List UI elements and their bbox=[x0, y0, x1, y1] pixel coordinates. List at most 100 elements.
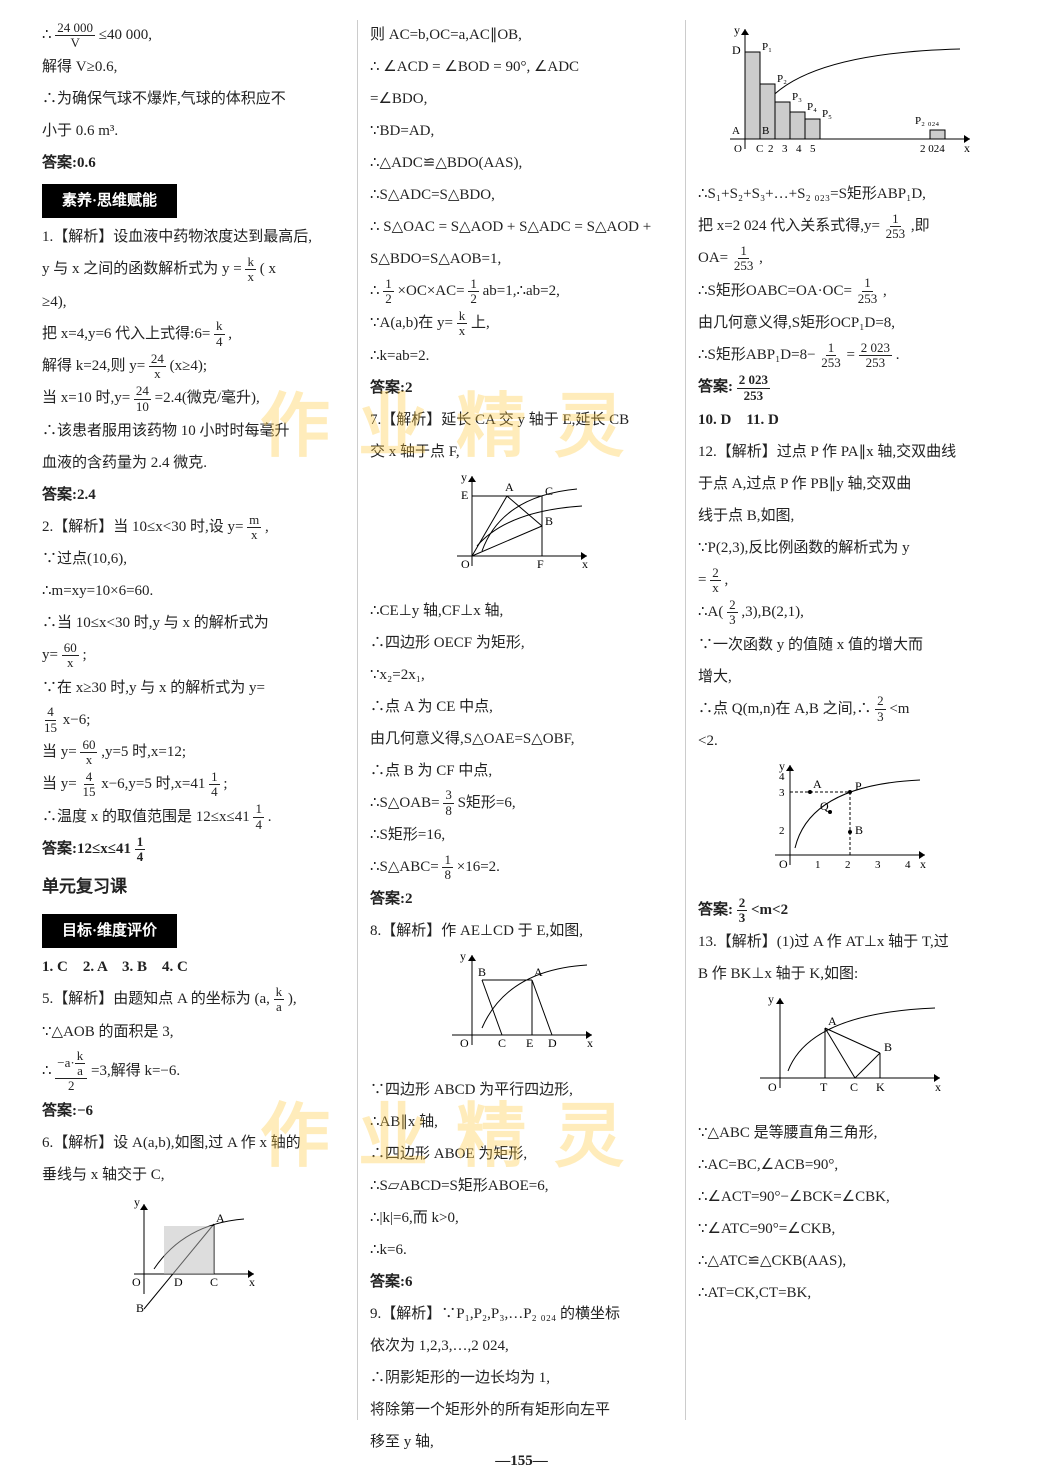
label: C bbox=[498, 1036, 506, 1050]
column-1: ∴ 24 000V ≤40 000, 解得 V≥0.6, ∴为确保气球不爆炸,气… bbox=[30, 20, 357, 1420]
label: C bbox=[756, 143, 763, 155]
c2-line: 由几何意义得,S△OAE=S△OBF, bbox=[370, 724, 673, 754]
label: O bbox=[132, 1275, 141, 1289]
den: 2 bbox=[468, 292, 479, 306]
q9: 将除第一个矩形外的所有矩形向左平 bbox=[370, 1395, 673, 1425]
page-number: —155— bbox=[495, 1453, 548, 1470]
fraction: mx bbox=[247, 513, 261, 543]
num: 1 bbox=[209, 770, 220, 785]
label: C bbox=[210, 1275, 218, 1289]
label: 3 bbox=[875, 859, 881, 871]
den: 3 bbox=[737, 911, 748, 925]
label: T bbox=[820, 1080, 828, 1094]
label: P₅ bbox=[822, 108, 832, 120]
label: x bbox=[920, 857, 926, 871]
q12: <2. bbox=[698, 726, 1001, 756]
text: 上, bbox=[471, 315, 490, 331]
fraction: kx bbox=[245, 255, 256, 285]
answer: 答案:2 bbox=[370, 373, 673, 403]
num: 60 bbox=[80, 738, 97, 753]
label: O bbox=[779, 857, 788, 871]
answer: 答案:2.4 bbox=[42, 480, 345, 510]
label: A bbox=[813, 777, 822, 791]
q1: 解得 k=24,则 y= 24x (x≥4); bbox=[42, 351, 345, 381]
fraction: 2x bbox=[710, 566, 721, 596]
den: 253 bbox=[864, 356, 888, 370]
text: 答案:12≤x≤41 bbox=[42, 841, 131, 857]
den: x bbox=[84, 753, 95, 767]
q2: 当 y= 415 x−6,y=5 时,x=41 14 ; bbox=[42, 769, 345, 799]
c2-figure-2: y x B A O C E D bbox=[370, 950, 673, 1071]
text: = bbox=[698, 572, 706, 588]
text: y= bbox=[42, 647, 58, 663]
text: ∴S矩形OABC=OA·OC= bbox=[698, 283, 852, 299]
text: ,3),B(2,1), bbox=[741, 604, 804, 620]
den: x bbox=[245, 270, 256, 284]
label: B bbox=[884, 1040, 892, 1054]
den: V bbox=[68, 36, 81, 50]
c3-figure-3: y x A B O T C K bbox=[698, 993, 1001, 1114]
fraction: 2 023253 bbox=[859, 341, 892, 371]
c3-line: ∵△ABC 是等腰直角三角形, bbox=[698, 1118, 1001, 1148]
label: P₃ bbox=[792, 91, 802, 103]
c2-line: ∴四边形 ABOE 为矩形, bbox=[370, 1139, 673, 1169]
den: 253 bbox=[732, 259, 756, 273]
text: 解得 k=24,则 y= bbox=[42, 358, 145, 374]
q12: ∴点 Q(m,n)在 A,B 之间,∴ 23 <m bbox=[698, 694, 1001, 724]
text: ,y=5 时,x=12; bbox=[101, 744, 186, 760]
answer: 答案:0.6 bbox=[42, 148, 345, 178]
label: x bbox=[249, 1275, 255, 1289]
label: B bbox=[545, 514, 553, 528]
den: 15 bbox=[42, 721, 59, 735]
text: 当 x=10 时,y= bbox=[42, 390, 130, 406]
label: P₂ bbox=[777, 73, 787, 85]
den: x bbox=[152, 367, 163, 381]
fraction: 24 000V bbox=[55, 21, 95, 51]
label: D bbox=[732, 43, 741, 57]
c2-line: ∴ S△OAC = S△AOD + S△ADC = S△AOD + bbox=[370, 212, 673, 242]
fraction: kx bbox=[457, 309, 468, 339]
label: 4 bbox=[796, 143, 802, 155]
label: y bbox=[460, 950, 466, 963]
num: −a·ka bbox=[55, 1049, 87, 1080]
q1: ∴该患者服用该药物 10 小时时每毫升 bbox=[42, 416, 345, 446]
label: 3 bbox=[782, 143, 788, 155]
num: 1 bbox=[890, 212, 901, 227]
fraction: 1253 bbox=[732, 244, 756, 274]
label: x bbox=[964, 141, 970, 155]
text: ∴ bbox=[370, 283, 380, 299]
label: y bbox=[768, 993, 774, 1006]
den: 253 bbox=[742, 389, 766, 403]
c2-line: S△BDO=S△AOB=1, bbox=[370, 244, 673, 274]
text: 5.【解析】由题知点 A 的坐标为 bbox=[42, 991, 251, 1007]
c3-line: ∴S₁+S₂+S₃+…+S₂ ₀₂₃=S矩形ABP₁D, bbox=[698, 179, 1001, 209]
c2-line: ∴k=6. bbox=[370, 1235, 673, 1265]
label: 4 bbox=[779, 771, 785, 783]
q7: 交 x 轴于点 F, bbox=[370, 437, 673, 467]
c3-svg2: y x A P Q B O 1 2 3 4 2 3 4 bbox=[765, 760, 935, 880]
den: 253 bbox=[884, 227, 908, 241]
mc-answers: 10. D 11. D bbox=[698, 405, 1001, 435]
label: 2 bbox=[768, 143, 774, 155]
answer: 答案:−6 bbox=[42, 1096, 345, 1126]
column-2: 则 AC=b,OC=a,AC∥OB, ∴ ∠ACD = ∠BOD = 90°, … bbox=[357, 20, 685, 1420]
label: K bbox=[876, 1080, 885, 1094]
q5: 5.【解析】由题知点 A 的坐标为 (a, ka ), bbox=[42, 984, 345, 1014]
num: 1 bbox=[135, 835, 146, 850]
text: ∴S△OAB= bbox=[370, 795, 440, 811]
c2-line: ∴CE⊥y 轴,CF⊥x 轴, bbox=[370, 596, 673, 626]
num: 2 bbox=[875, 694, 886, 709]
text: x−6,y=5 时,x=41 bbox=[101, 776, 205, 792]
num: 1 bbox=[468, 277, 479, 292]
c2-line: ∴S△OAB= 38 S矩形=6, bbox=[370, 788, 673, 818]
c3-line: 把 x=2 024 代入关系式得,y= 1253 ,即 bbox=[698, 211, 1001, 241]
text: . bbox=[896, 347, 900, 363]
num: 2 bbox=[737, 896, 748, 911]
c3-line: 由几何意义得,S矩形OCP₁D=8, bbox=[698, 308, 1001, 338]
text: 2.【解析】当 10≤x<30 时,设 y= bbox=[42, 519, 243, 535]
label: P bbox=[855, 779, 862, 793]
text: 当 y= bbox=[42, 776, 77, 792]
den: 4 bbox=[135, 850, 146, 864]
text: , bbox=[228, 326, 232, 342]
den: 2 bbox=[383, 292, 394, 306]
